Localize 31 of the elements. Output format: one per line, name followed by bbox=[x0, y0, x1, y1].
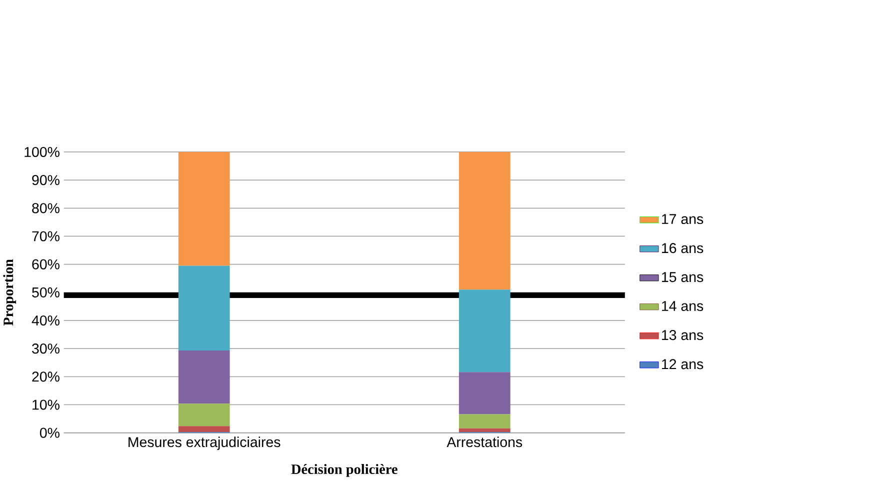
y-tick-label: 70% bbox=[32, 231, 60, 242]
bar bbox=[458, 289, 510, 372]
legend-label: 17 ans bbox=[662, 214, 704, 224]
x-tick-label: Mesures extrajudiciaires bbox=[128, 436, 280, 450]
legend-label: 15 ans bbox=[662, 272, 704, 282]
legend-label: 13 ans bbox=[662, 330, 704, 340]
y-tick-label: 40% bbox=[32, 315, 60, 326]
y-tick-label: 30% bbox=[32, 343, 60, 354]
y-tick-label: 90% bbox=[32, 174, 60, 185]
y-axis-title: Proportion bbox=[3, 258, 16, 326]
legend-label: 12 ans bbox=[662, 358, 704, 370]
bar bbox=[458, 428, 510, 432]
bar bbox=[178, 152, 230, 266]
y-tick-label: 20% bbox=[32, 371, 60, 382]
y-tick-label: 60% bbox=[32, 259, 60, 270]
bar bbox=[458, 414, 510, 428]
y-tick-label: 0% bbox=[40, 428, 60, 438]
bar bbox=[458, 152, 510, 290]
bar bbox=[178, 426, 230, 432]
y-tick-label: 100% bbox=[24, 146, 60, 157]
legend-label: 14 ans bbox=[662, 300, 704, 311]
y-tick-label: 50% bbox=[32, 287, 60, 298]
bar bbox=[178, 403, 230, 426]
x-axis-title: Décision policière bbox=[291, 464, 398, 477]
bar bbox=[458, 372, 510, 414]
legend-label: 16 ans bbox=[662, 242, 704, 253]
y-tick-label: 80% bbox=[32, 202, 60, 214]
bar bbox=[178, 350, 230, 404]
y-tick-label: 10% bbox=[32, 400, 60, 410]
bar bbox=[178, 266, 230, 350]
x-tick-label: Arrestations bbox=[446, 436, 522, 447]
